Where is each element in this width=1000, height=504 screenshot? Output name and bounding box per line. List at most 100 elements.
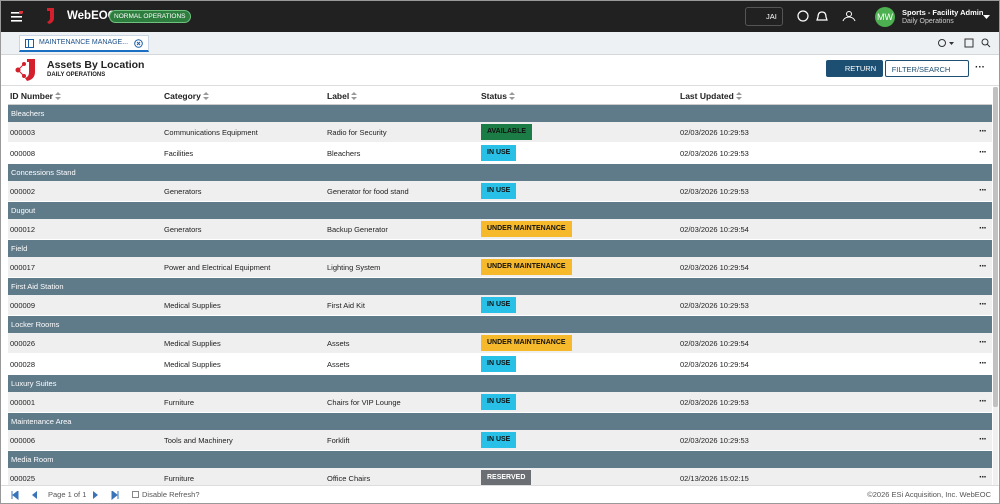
cell-category: Generators bbox=[164, 225, 202, 234]
cell-updated: 02/03/2026 10:29:54 bbox=[680, 339, 749, 348]
table-row[interactable]: 000025 Furniture Office Chairs RESERVED 02/1… bbox=[8, 468, 992, 485]
page-header: Assets By Location DAILY OPERATIONS RETU… bbox=[1, 55, 999, 86]
page-logo bbox=[15, 59, 35, 81]
group-row: Field bbox=[8, 240, 992, 257]
cell-category: Generators bbox=[164, 187, 202, 196]
user-position: Daily Operations bbox=[902, 18, 954, 25]
row-menu[interactable]: ··· bbox=[979, 396, 987, 407]
status-badge: IN USE bbox=[481, 145, 517, 161]
sort-icon[interactable] bbox=[735, 92, 742, 100]
toolbar-icons bbox=[797, 10, 856, 22]
scroll-thumb[interactable] bbox=[993, 87, 998, 407]
row-menu[interactable]: ··· bbox=[979, 472, 987, 483]
status-badge: UNDER MAINTENANCE bbox=[481, 259, 572, 275]
more-menu[interactable]: ··· bbox=[975, 62, 985, 73]
table-row[interactable]: 000009 Medical Supplies First Aid Kit IN US… bbox=[8, 295, 992, 316]
cell-category: Facilities bbox=[164, 149, 194, 158]
status-badge: IN USE bbox=[481, 394, 517, 410]
table-row[interactable]: 000012 Generators Backup Generator UNDER MA… bbox=[8, 219, 992, 240]
page-subtitle: DAILY OPERATIONS bbox=[47, 72, 106, 78]
group-row: Media Room bbox=[8, 451, 992, 468]
cell-label: Lighting System bbox=[327, 263, 381, 272]
sort-icon[interactable] bbox=[54, 92, 61, 100]
column-header[interactable]: Status bbox=[481, 87, 515, 105]
cell-updated: 02/03/2026 10:29:53 bbox=[680, 436, 749, 445]
cell-id: 000001 bbox=[10, 398, 36, 407]
sort-icon[interactable] bbox=[508, 92, 515, 100]
column-header[interactable]: Last Updated bbox=[680, 87, 742, 105]
row-menu[interactable]: ··· bbox=[979, 358, 987, 369]
row-menu[interactable]: ··· bbox=[979, 147, 987, 158]
cell-category: Furniture bbox=[164, 398, 195, 407]
app-name: WebEOC bbox=[67, 10, 116, 22]
row-menu[interactable]: ··· bbox=[979, 261, 987, 272]
refresh-checkbox[interactable] bbox=[132, 491, 139, 498]
table-row[interactable]: 000017 Power and Electrical Equipment Ligh… bbox=[8, 257, 992, 278]
assistant-button[interactable]: JAI bbox=[745, 7, 783, 26]
assets-table: ID Number Category Label Status Last Updated… bbox=[8, 87, 992, 485]
tab[interactable]: MAINTENANCE MANAGE... bbox=[19, 35, 149, 52]
status-badge: IN USE bbox=[481, 356, 517, 372]
group-row: Locker Rooms bbox=[8, 316, 992, 333]
tab-icon bbox=[25, 39, 34, 48]
row-menu[interactable]: ··· bbox=[979, 185, 987, 196]
cell-label: Assets bbox=[327, 360, 350, 369]
tab-bar: MAINTENANCE MANAGE... bbox=[1, 32, 999, 55]
row-menu[interactable]: ··· bbox=[979, 126, 987, 137]
row-menu[interactable]: ··· bbox=[979, 299, 987, 310]
cell-category: Medical Supplies bbox=[164, 360, 221, 369]
status-badge: UNDER MAINTENANCE bbox=[481, 221, 572, 237]
status-badge: IN USE bbox=[481, 183, 517, 199]
tab-bar-tools bbox=[938, 38, 991, 48]
cell-id: 000008 bbox=[10, 149, 36, 158]
cell-label: Forklift bbox=[327, 436, 350, 445]
cell-label: Office Chairs bbox=[327, 474, 371, 483]
row-menu[interactable]: ··· bbox=[979, 434, 987, 445]
cell-label: Radio for Security bbox=[327, 128, 387, 137]
group-row: Luxury Suites bbox=[8, 375, 992, 392]
user-menu-caret[interactable] bbox=[983, 15, 990, 19]
disable-refresh-label: Disable Refresh? bbox=[142, 490, 200, 499]
table-row[interactable]: 000008 Facilities Bleachers IN USE 02/03/202… bbox=[8, 143, 992, 164]
table-row[interactable]: 000006 Tools and Machinery Forklift IN USE 0… bbox=[8, 430, 992, 451]
table-row[interactable]: 000028 Medical Supplies Assets IN USE 02/03/… bbox=[8, 354, 992, 375]
copyright: ©2026 ESi Acquisition, Inc. WebEOC bbox=[867, 490, 991, 499]
return-button[interactable]: RETURN bbox=[826, 60, 883, 77]
cell-updated: 02/03/2026 10:29:53 bbox=[680, 187, 749, 196]
cell-updated: 02/03/2026 10:29:53 bbox=[680, 301, 749, 310]
pager-controls[interactable] bbox=[11, 491, 121, 500]
page-title: Assets By Location bbox=[47, 59, 145, 71]
cell-id: 000003 bbox=[10, 128, 36, 137]
status-badge: UNDER MAINTENANCE bbox=[481, 335, 572, 351]
column-header[interactable]: ID Number bbox=[10, 87, 61, 105]
cell-label: Backup Generator bbox=[327, 225, 388, 234]
scrollbar[interactable] bbox=[993, 87, 998, 485]
cell-id: 000006 bbox=[10, 436, 36, 445]
filter-button[interactable]: FILTER/SEARCH bbox=[885, 60, 969, 77]
sort-icon[interactable] bbox=[202, 92, 209, 100]
cell-updated: 02/03/2026 10:29:53 bbox=[680, 128, 749, 137]
cell-label: Bleachers bbox=[327, 149, 361, 158]
cell-category: Medical Supplies bbox=[164, 339, 221, 348]
pagination: Page 1 of 1 bbox=[48, 490, 87, 499]
cell-id: 000002 bbox=[10, 187, 36, 196]
table-row[interactable]: 000001 Furniture Chairs for VIP Lounge IN U… bbox=[8, 392, 992, 413]
column-header[interactable]: Label bbox=[327, 87, 358, 105]
menu-icon[interactable] bbox=[11, 11, 23, 22]
table-row[interactable]: 000002 Generators Generator for food stand… bbox=[8, 181, 992, 202]
cell-updated: 02/03/2026 10:29:53 bbox=[680, 149, 749, 158]
sort-icon[interactable] bbox=[351, 92, 358, 100]
column-header[interactable]: Category bbox=[164, 87, 209, 105]
cell-category: Power and Electrical Equipment bbox=[164, 263, 271, 272]
cell-category: Medical Supplies bbox=[164, 301, 221, 310]
table-row[interactable]: 000003 Communications Equipment Radio for … bbox=[8, 122, 992, 143]
cell-label: Chairs for VIP Lounge bbox=[327, 398, 401, 407]
user-avatar[interactable]: MW bbox=[875, 7, 895, 27]
table-row[interactable]: 000026 Medical Supplies Assets UNDER MAINTE… bbox=[8, 333, 992, 354]
tab-close[interactable] bbox=[134, 39, 143, 48]
group-row: Maintenance Area bbox=[8, 413, 992, 430]
row-menu[interactable]: ··· bbox=[979, 337, 987, 348]
cell-updated: 02/03/2026 10:29:53 bbox=[680, 398, 749, 407]
row-menu[interactable]: ··· bbox=[979, 223, 987, 234]
